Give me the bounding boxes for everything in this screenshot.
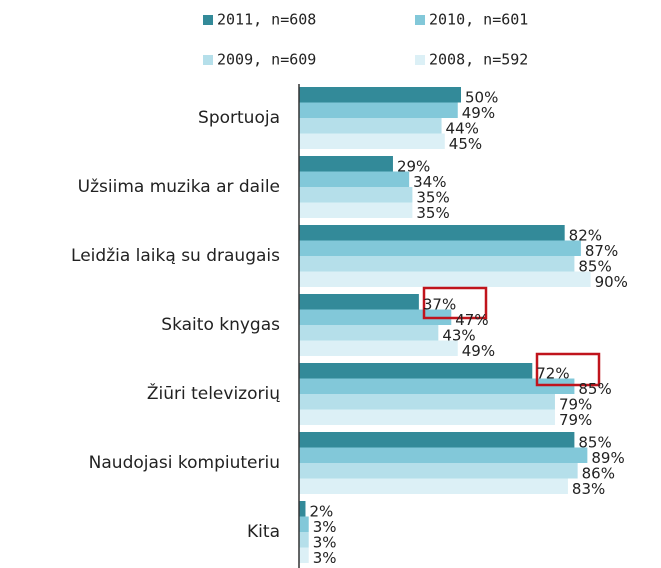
highlight-box (422, 286, 488, 320)
value-label: 87% (585, 242, 618, 260)
bar (299, 133, 445, 149)
bar (299, 202, 413, 218)
value-label: 89% (591, 449, 624, 467)
value-label: 35% (416, 204, 449, 222)
value-label: 90% (595, 273, 628, 291)
category-label: Sportuoja (198, 108, 280, 128)
bar (299, 294, 419, 310)
value-label: 49% (462, 104, 495, 122)
value-label: 83% (572, 480, 605, 498)
bar (299, 271, 591, 287)
bar (299, 118, 442, 134)
bar (299, 394, 555, 410)
value-label: 85% (578, 380, 611, 398)
value-label: 49% (462, 342, 495, 360)
bar (299, 340, 458, 356)
highlight-box (535, 352, 601, 387)
value-label: 35% (416, 188, 449, 206)
legend-swatch (203, 55, 213, 65)
value-label: 3% (313, 518, 337, 536)
value-label: 79% (559, 411, 592, 429)
legend-label: 2009, n=609 (217, 51, 316, 69)
value-label: 47% (455, 311, 488, 329)
bar (299, 363, 533, 379)
bar (299, 409, 555, 425)
bar (299, 87, 461, 103)
bar (299, 516, 309, 532)
bar (299, 240, 581, 256)
value-label: 82% (569, 226, 602, 244)
bar (299, 378, 575, 394)
value-label: 50% (465, 88, 498, 106)
bar (299, 187, 413, 203)
value-label: 85% (578, 433, 611, 451)
bar (299, 463, 578, 479)
category-label: Užsiima muzika ar daile (78, 177, 280, 197)
legend-label: 2010, n=601 (429, 11, 528, 29)
category-label: Naudojasi kompiuteriu (89, 453, 280, 473)
legend-swatch (415, 55, 425, 65)
bar (299, 432, 575, 448)
bar (299, 156, 393, 172)
category-label: Skaito knygas (161, 315, 280, 335)
value-label: 2% (309, 502, 333, 520)
value-label: 37% (423, 295, 456, 313)
bar (299, 478, 568, 494)
value-label: 29% (397, 157, 430, 175)
bar (299, 171, 410, 187)
category-label: Kita (247, 522, 280, 542)
value-label: 79% (559, 395, 592, 413)
value-label: 43% (442, 326, 475, 344)
value-label: 3% (313, 549, 337, 567)
bar (299, 501, 306, 517)
value-label: 86% (582, 464, 615, 482)
value-label: 3% (313, 533, 337, 551)
value-label: 85% (578, 257, 611, 275)
value-label: 44% (446, 119, 479, 137)
bar (299, 547, 309, 563)
legend-label: 2011, n=608 (217, 11, 316, 29)
bar (299, 256, 575, 272)
bar (299, 532, 309, 548)
value-label: 72% (536, 364, 569, 382)
legend-label: 2008, n=592 (429, 51, 528, 69)
value-label: 45% (449, 135, 482, 153)
category-label: Žiūri televizorių (147, 382, 280, 404)
legend-swatch (415, 15, 425, 25)
legend-swatch (203, 15, 213, 25)
bar (299, 102, 458, 118)
category-label: Leidžia laiką su draugais (71, 246, 280, 266)
bar (299, 309, 452, 325)
bar (299, 225, 565, 241)
bar (299, 325, 439, 341)
value-label: 34% (413, 173, 446, 191)
bar (299, 447, 588, 463)
